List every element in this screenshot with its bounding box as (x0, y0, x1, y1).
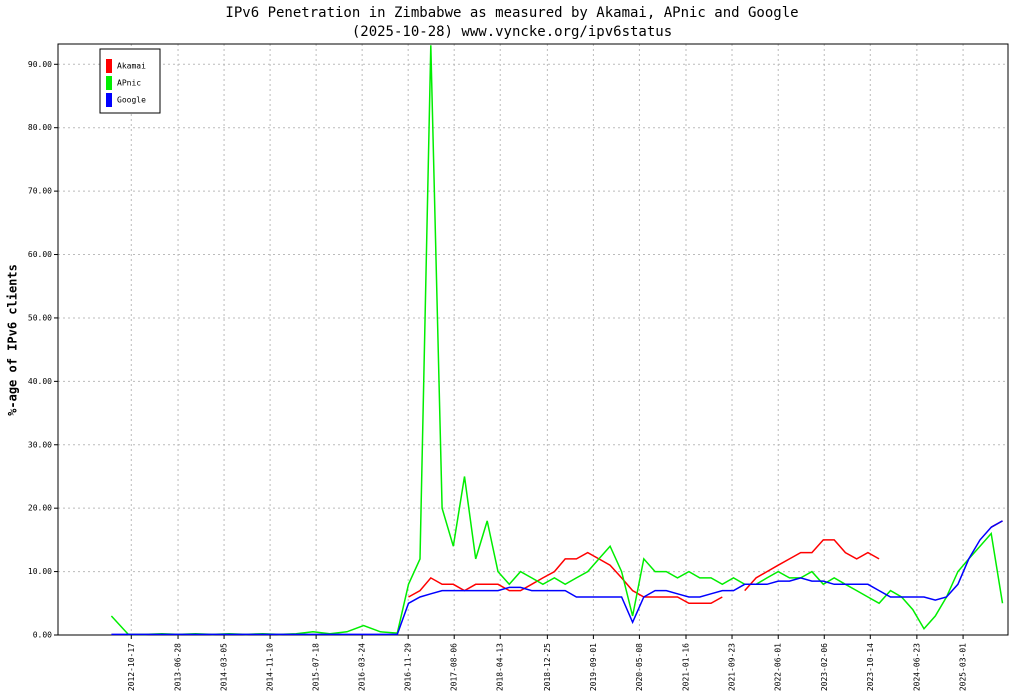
x-tick-label: 2016-03-24 (358, 643, 367, 691)
y-tick-label: 90.00 (28, 60, 52, 69)
x-tick-label: 2018-04-13 (496, 643, 505, 691)
legend-swatch (106, 59, 112, 73)
x-tick-label: 2017-08-06 (450, 643, 459, 691)
y-tick-label: 80.00 (28, 123, 52, 132)
chart-title: IPv6 Penetration in Zimbabwe as measured… (225, 5, 798, 21)
x-tick-label: 2023-10-14 (866, 643, 875, 691)
legend-swatch (106, 76, 112, 90)
y-tick-label: 60.00 (28, 250, 52, 259)
legend-label: Akamai (117, 62, 146, 71)
x-tick-label: 2014-11-10 (266, 643, 275, 691)
y-tick-label: 70.00 (28, 187, 52, 196)
x-tick-label: 2016-11-29 (404, 643, 413, 691)
y-tick-label: 50.00 (28, 313, 52, 322)
y-tick-label: 0.00 (33, 631, 52, 640)
x-tick-label: 2020-05-08 (635, 643, 644, 691)
x-tick-label: 2025-03-01 (959, 643, 968, 691)
y-tick-label: 20.00 (28, 504, 52, 513)
x-tick-label: 2012-10-17 (127, 643, 136, 691)
x-tick-label: 2013-06-28 (174, 643, 183, 691)
chart-subtitle: (2025-10-28) www.vyncke.org/ipv6status (352, 24, 672, 40)
series-line (110, 45, 1004, 636)
y-axis-label: %-age of IPv6 clients (6, 264, 20, 416)
x-tick-label: 2018-12-25 (543, 643, 552, 691)
x-tick-label: 2023-02-06 (820, 643, 829, 691)
y-tick-label: 30.00 (28, 440, 52, 449)
legend-label: Google (117, 96, 146, 105)
y-tick-label: 40.00 (28, 377, 52, 386)
x-tick-label: 2021-09-23 (728, 643, 737, 691)
plot-frame (57, 43, 1009, 636)
x-tick-label: 2014-03-05 (220, 643, 229, 691)
series-line (111, 520, 1003, 636)
x-tick-label: 2024-06-23 (912, 643, 921, 691)
x-tick-label: 2022-06-01 (774, 643, 783, 691)
x-tick-label: 2021-01-16 (681, 643, 690, 691)
legend-label: APnic (117, 79, 141, 88)
y-tick-label: 10.00 (28, 567, 52, 576)
legend-swatch (106, 93, 112, 107)
x-tick-label: 2019-09-01 (589, 643, 598, 691)
x-tick-label: 2015-07-18 (312, 643, 321, 691)
